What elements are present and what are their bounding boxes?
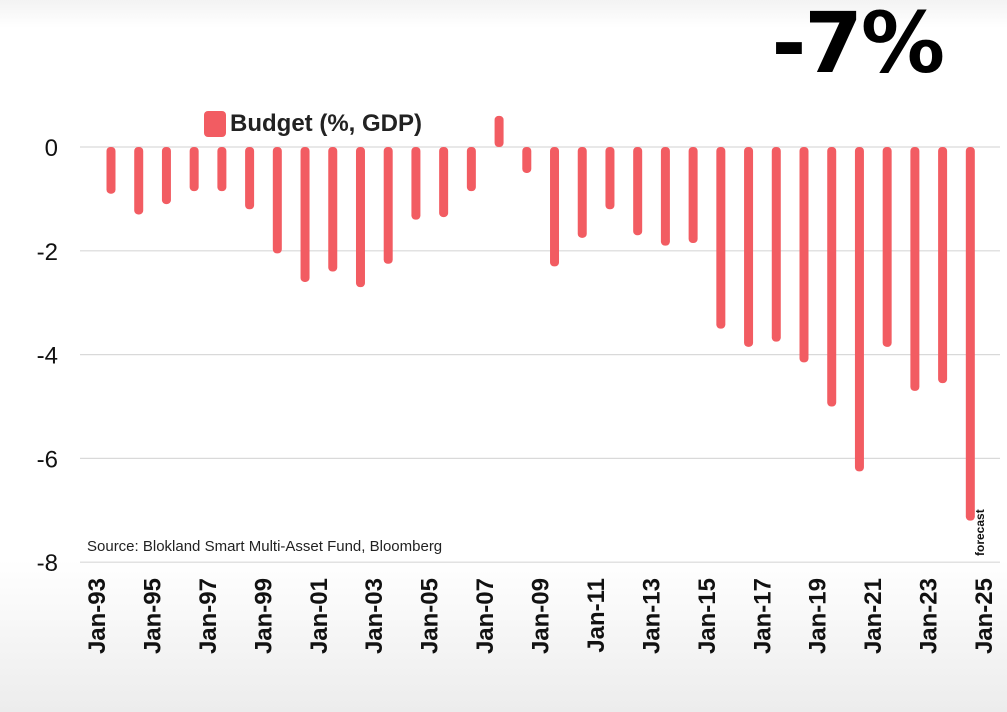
bar-2017 <box>744 147 754 347</box>
x-tick-label: Jan-19 <box>805 578 832 654</box>
bar-2019 <box>799 147 809 363</box>
bars <box>106 115 975 521</box>
bar-2025 <box>965 147 975 521</box>
bar-1999 <box>245 147 255 210</box>
y-tick-label: -6 <box>37 446 58 473</box>
bar-1995 <box>134 147 144 215</box>
y-axis-ticks: 0 -2 -4 -6 -8 <box>37 135 58 577</box>
bar-2021 <box>854 147 864 472</box>
x-tick-label: Jan-97 <box>195 578 222 654</box>
x-tick-label: Jan-03 <box>361 578 388 654</box>
x-tick-label: Jan-23 <box>916 578 943 654</box>
bar-2009 <box>522 147 532 173</box>
x-tick-label: Jan-09 <box>528 578 555 654</box>
bar-2005 <box>411 147 421 220</box>
bar-2024 <box>938 147 948 384</box>
bar-2022 <box>882 147 892 347</box>
bar-2006 <box>439 147 449 218</box>
bar-1994 <box>106 147 116 194</box>
x-tick-label: Jan-21 <box>860 578 887 654</box>
x-tick-label: Jan-15 <box>694 578 721 654</box>
legend-label: Budget (%, GDP) <box>230 110 422 137</box>
bar-2007 <box>466 147 476 192</box>
x-tick-label: Jan-99 <box>250 578 277 654</box>
y-tick-label: 0 <box>45 135 58 162</box>
x-tick-label: Jan-25 <box>971 578 998 654</box>
bar-2023 <box>910 147 920 391</box>
x-tick-label: Jan-11 <box>583 578 610 653</box>
headline-value: -7% <box>771 0 945 92</box>
x-axis-ticks: Jan-93 Jan-95 Jan-97 Jan-99 Jan-01 Jan-03 Jan-… <box>84 578 998 654</box>
x-tick-label: Jan-93 <box>84 578 111 654</box>
bar-2008 <box>494 115 504 147</box>
bar-2013 <box>633 147 643 236</box>
forecast-note: forecast <box>973 509 987 556</box>
bar-2002 <box>328 147 338 272</box>
x-tick-label: Jan-17 <box>749 578 776 654</box>
bar-2018 <box>771 147 781 342</box>
bar-1997 <box>189 147 199 192</box>
x-tick-label: Jan-07 <box>472 578 499 654</box>
bar-2000 <box>272 147 282 254</box>
bar-2011 <box>577 147 587 238</box>
legend: Budget (%, GDP) <box>204 110 422 138</box>
y-tick-label: -8 <box>37 550 58 577</box>
x-tick-label: Jan-95 <box>139 578 166 654</box>
y-tick-label: -4 <box>37 343 58 370</box>
bar-1996 <box>161 147 171 205</box>
x-tick-label: Jan-05 <box>417 578 444 654</box>
bar-2012 <box>605 147 615 210</box>
bar-2010 <box>550 147 560 267</box>
x-tick-label: Jan-01 <box>306 578 333 654</box>
bar-2016 <box>716 147 726 329</box>
bar-2001 <box>300 147 310 282</box>
bar-1998 <box>217 147 227 192</box>
bar-2003 <box>355 147 365 288</box>
source-note: Source: Blokland Smart Multi-Asset Fund,… <box>87 538 443 555</box>
bar-2015 <box>688 147 698 244</box>
y-tick-label: -2 <box>37 239 58 266</box>
grid-lines <box>80 146 1000 563</box>
bar-2004 <box>383 147 393 264</box>
legend-swatch <box>204 111 226 137</box>
x-tick-label: Jan-13 <box>638 578 665 654</box>
bar-2014 <box>660 147 670 246</box>
bar-2020 <box>827 147 837 407</box>
